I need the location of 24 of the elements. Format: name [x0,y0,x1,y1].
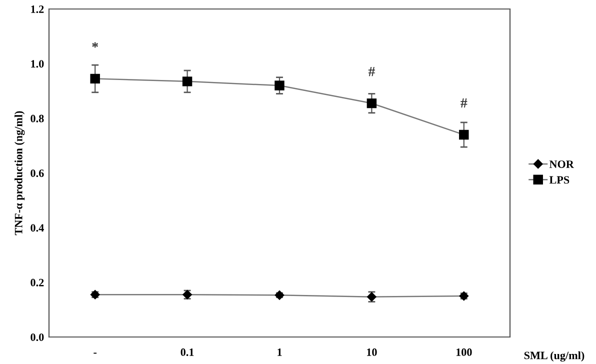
x-tick-label: 1 [278,348,282,356]
legend-label: LPS [549,176,570,184]
point [366,98,377,108]
x-tick-label: 100 [456,348,472,356]
y-tick-label: 0.6 [30,169,44,178]
annotation: * [92,42,98,48]
point [459,130,469,140]
y-tick-label: 0.4 [30,224,44,232]
y-tick-label: 0.8 [30,114,44,122]
legend-label: NOR [549,160,574,168]
y-tick-label: 0.0 [30,333,44,342]
x-tick-label: 0.1 [180,348,194,356]
annotation: # [368,66,375,76]
y-tick-label: 1.0 [31,60,44,68]
y-axis-title: TNF-α production (ng/ml) [14,111,25,236]
point [182,76,192,86]
y-tick-label: 1.2 [31,5,44,14]
point [90,74,100,84]
x-tick-label: - [94,352,97,354]
x-tick-label: 10 [367,348,377,356]
point [274,80,284,90]
annotation: # [460,98,468,108]
x-axis-title: SML (ug/ml) [524,351,584,362]
y-tick-label: 0.2 [30,278,44,286]
